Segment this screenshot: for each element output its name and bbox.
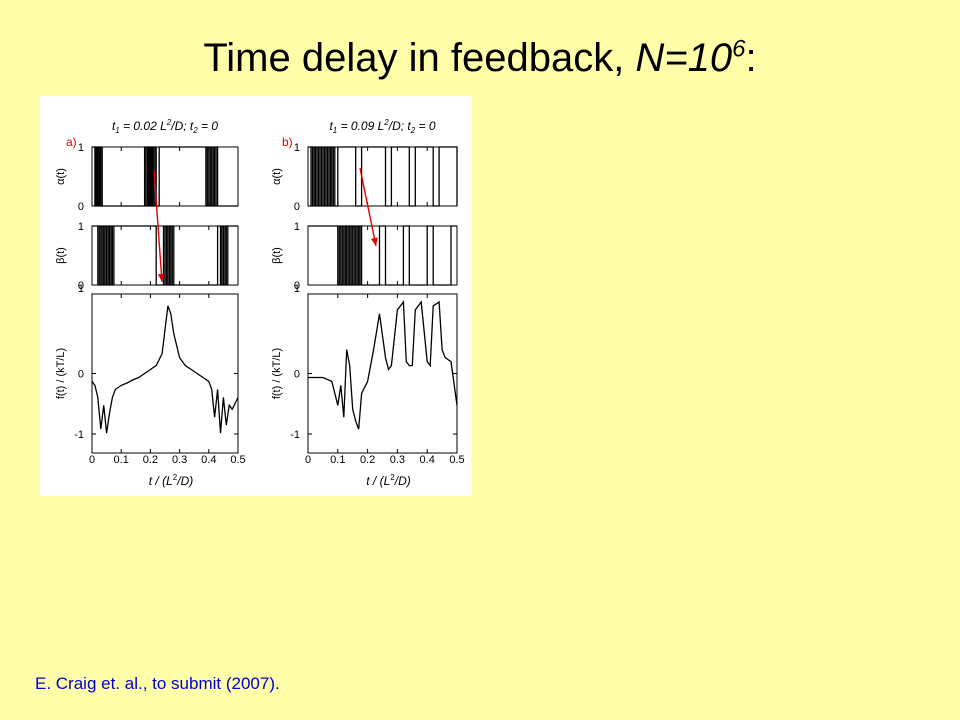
alpha-series-line: [308, 146, 458, 207]
caption-mid: = 0.09 L: [337, 119, 384, 133]
alpha-ytick-label: 0: [78, 201, 84, 213]
f-ytick-label: -1: [290, 429, 300, 441]
beta-ytick-label: 1: [294, 221, 300, 233]
xtick-label: 0.1: [330, 454, 345, 466]
title-exponent: 6: [732, 35, 746, 63]
alpha-ytick-label: 1: [78, 142, 84, 154]
f-ytick-label: 1: [78, 283, 84, 295]
alpha-series-line: [92, 146, 238, 207]
xtick-label: 0.3: [390, 454, 405, 466]
x-axis-label: t / (L2/D): [366, 473, 410, 488]
title-tail-text: :: [745, 36, 757, 80]
panel-tag: b): [282, 135, 293, 149]
beta-ylabel: β(t): [55, 247, 67, 264]
beta-ytick-label: 1: [78, 221, 84, 233]
f-plot-frame: [307, 293, 458, 454]
caption-end: = 0: [198, 119, 219, 133]
xlabel-pre: t / (L: [366, 474, 390, 488]
alpha-ytick-label: 0: [294, 201, 300, 213]
red-arrow-shaft: [359, 167, 377, 247]
caption-t1: t: [112, 119, 116, 133]
alpha-ylabel: α(t): [55, 168, 67, 185]
slide-title: Time delay in feedback, N=106:: [0, 36, 960, 81]
red-arrow-head: [157, 273, 165, 282]
red-arrow-head: [371, 237, 378, 246]
f-ytick-label: 1: [294, 283, 300, 295]
panel-caption: t1 = 0.09 L2/D; t2 = 0: [329, 118, 435, 135]
xlabel-sup: 2: [390, 473, 395, 482]
xtick-label: 0.2: [360, 454, 375, 466]
title-main-text: Time delay in feedback,: [203, 36, 636, 80]
alpha-ylabel: α(t): [271, 168, 283, 185]
beta-series-line: [308, 225, 457, 286]
beta-ytick-label: 0: [294, 280, 300, 292]
x-axis-label: t / (L2/D): [149, 473, 193, 488]
xtick-label: 0.4: [201, 454, 216, 466]
xtick-label: 0.5: [230, 454, 245, 466]
caption-mid2: /D; t: [388, 119, 412, 133]
alpha-ytick-label: 1: [294, 142, 300, 154]
xlabel-post: /D): [176, 474, 193, 488]
xtick-label: 0.3: [172, 454, 187, 466]
caption-end: = 0: [415, 119, 436, 133]
xlabel-post: /D): [394, 474, 411, 488]
f-ytick-label: 0: [294, 369, 300, 381]
f-ytick-label: -1: [74, 429, 84, 441]
caption-sub3: 2: [192, 126, 198, 135]
beta-ylabel: β(t): [271, 247, 283, 264]
caption-sub1: 1: [115, 126, 119, 135]
panel-caption: t1 = 0.02 L2/D; t2 = 0: [112, 118, 218, 135]
caption-sub1: 1: [333, 126, 337, 135]
xtick-label: 0.1: [114, 454, 129, 466]
f-ytick-label: 0: [78, 369, 84, 381]
beta-series-line: [92, 225, 238, 286]
caption-sup2: 2: [383, 118, 389, 127]
panel-tag: a): [66, 135, 77, 149]
xtick-label: 0: [305, 454, 311, 466]
caption-t1: t: [329, 119, 333, 133]
beta-ytick-label: 0: [78, 280, 84, 292]
xtick-label: 0.4: [420, 454, 435, 466]
xtick-label: 0: [89, 454, 95, 466]
title-n-text: N: [635, 36, 665, 80]
xlabel-sup: 2: [173, 473, 178, 482]
caption-mid2: /D; t: [170, 119, 194, 133]
f-series-line: [91, 305, 239, 434]
f-ylabel: f(t) / (kT/L): [271, 348, 283, 399]
caption-sub3: 2: [410, 126, 416, 135]
caption-sup2: 2: [166, 118, 172, 127]
xtick-label: 0.2: [143, 454, 158, 466]
f-series-line: [308, 300, 458, 430]
citation-text: E. Craig et. al., to submit (2007).: [35, 674, 280, 693]
xlabel-pre: t / (L: [149, 474, 173, 488]
figure-svg: a)t1 = 0.02 L2/D; t2 = 010α(t)10β(t)10-1…: [55, 118, 465, 488]
figure-panel: a) t1 = 0.02 L2/D; t2 = 0 1 0 α(t) 1 0 β(t) 1 0 -1…: [40, 96, 471, 496]
f-ylabel: f(t) / (kT/L): [55, 348, 67, 399]
f-plot-frame: [91, 293, 239, 454]
title-eq-text: =10: [664, 36, 733, 80]
red-arrow-shaft: [153, 169, 163, 283]
xtick-label: 0.5: [449, 454, 464, 466]
beta-plot-frame: [307, 225, 458, 286]
caption-mid: = 0.02 L: [120, 119, 167, 133]
